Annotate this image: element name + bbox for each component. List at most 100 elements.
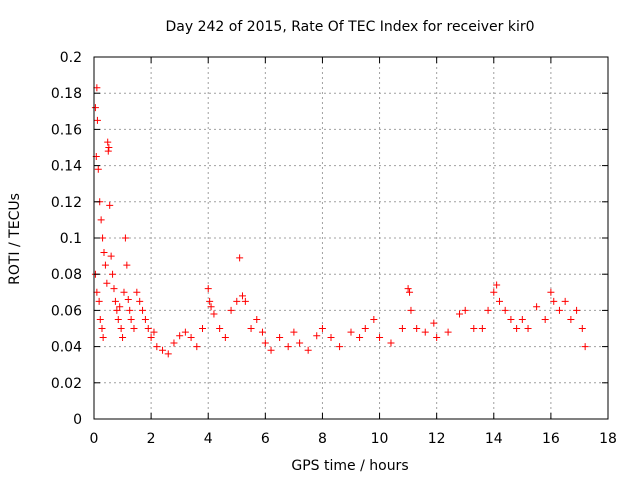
data-point — [105, 144, 113, 151]
data-point — [101, 261, 109, 269]
data-point — [147, 334, 155, 342]
x-tick-label: 0 — [90, 431, 99, 447]
data-point — [107, 252, 115, 260]
y-tick-label: 0.16 — [51, 122, 82, 138]
data-point — [347, 328, 355, 336]
data-points — [91, 84, 589, 358]
data-point — [461, 306, 469, 314]
data-point — [421, 328, 429, 336]
data-point — [98, 325, 106, 332]
y-tick-label: 0.2 — [60, 50, 82, 66]
data-point — [99, 234, 107, 242]
data-point — [109, 270, 117, 278]
x-axis-label: GPS time / hours — [291, 458, 408, 474]
data-point — [327, 334, 335, 342]
data-point — [573, 306, 581, 314]
x-tick-label: 18 — [599, 431, 617, 447]
data-point — [121, 234, 129, 242]
data-point — [227, 306, 235, 314]
data-point — [304, 346, 312, 354]
data-point — [313, 332, 321, 340]
data-point — [387, 339, 395, 347]
data-point — [153, 343, 161, 351]
data-point — [141, 315, 149, 323]
y-tick-label: 0.02 — [51, 376, 82, 392]
data-point — [127, 315, 135, 323]
data-point — [284, 343, 292, 351]
data-point — [123, 261, 131, 269]
data-point — [104, 138, 112, 146]
data-point — [204, 285, 212, 293]
data-point — [555, 306, 563, 314]
data-point — [567, 315, 575, 323]
data-point — [376, 334, 384, 342]
data-point — [187, 334, 195, 342]
data-point — [133, 288, 141, 296]
data-point — [103, 279, 111, 287]
data-point — [258, 328, 266, 336]
y-tick-label: 0 — [73, 412, 82, 428]
data-point — [150, 328, 158, 336]
data-point — [144, 325, 152, 332]
data-point — [296, 339, 304, 347]
data-point — [398, 325, 406, 332]
data-point — [561, 297, 569, 305]
y-tick-label: 0.12 — [51, 195, 82, 211]
data-point — [433, 334, 441, 342]
data-point — [114, 315, 122, 323]
data-point — [356, 334, 364, 342]
data-point — [113, 306, 121, 314]
data-point — [370, 315, 378, 323]
data-point — [413, 325, 421, 332]
x-tick-label: 8 — [318, 431, 327, 447]
data-point — [541, 315, 549, 323]
data-point — [276, 334, 284, 342]
data-point — [241, 297, 249, 305]
data-point — [456, 310, 464, 318]
data-point — [110, 285, 118, 293]
data-point — [181, 328, 189, 336]
data-point — [124, 296, 132, 304]
y-tick-label: 0.14 — [51, 159, 82, 175]
data-point — [97, 216, 105, 224]
data-point — [93, 288, 101, 296]
data-point — [100, 248, 108, 256]
data-point — [136, 297, 144, 305]
data-point — [444, 328, 452, 336]
chart-title: Day 242 of 2015, Rate Of TEC Index for r… — [165, 19, 534, 35]
x-tick-label: 14 — [485, 431, 503, 447]
data-point — [238, 292, 246, 300]
data-point — [120, 288, 128, 296]
data-point — [493, 281, 501, 289]
plot-frame — [93, 56, 609, 420]
data-point — [216, 325, 224, 332]
data-point — [318, 325, 326, 332]
data-point — [547, 288, 555, 296]
y-tick-label: 0.18 — [51, 86, 82, 102]
data-point — [524, 325, 532, 332]
data-point — [490, 288, 498, 296]
data-point — [578, 325, 586, 332]
y-tick-labels: 0 0.02 0.04 0.06 0.08 0.1 0.12 0.14 0.16 0.18 0.2 — [51, 50, 82, 428]
data-point — [261, 339, 269, 347]
data-point — [111, 297, 119, 305]
data-point — [233, 297, 241, 305]
data-point — [550, 297, 558, 305]
y-tick-label: 0.06 — [51, 303, 82, 319]
x-tick-label: 6 — [261, 431, 270, 447]
data-point — [267, 346, 275, 354]
data-point — [253, 315, 261, 323]
data-point — [95, 297, 103, 305]
data-point — [159, 346, 167, 354]
data-point — [361, 325, 369, 332]
grid — [94, 57, 608, 419]
data-point — [336, 343, 344, 351]
data-point — [236, 254, 244, 262]
data-point — [176, 332, 184, 340]
data-point — [96, 315, 104, 323]
data-point — [210, 310, 218, 318]
data-point — [106, 201, 114, 209]
data-point — [513, 325, 521, 332]
x-tick-label: 12 — [428, 431, 446, 447]
